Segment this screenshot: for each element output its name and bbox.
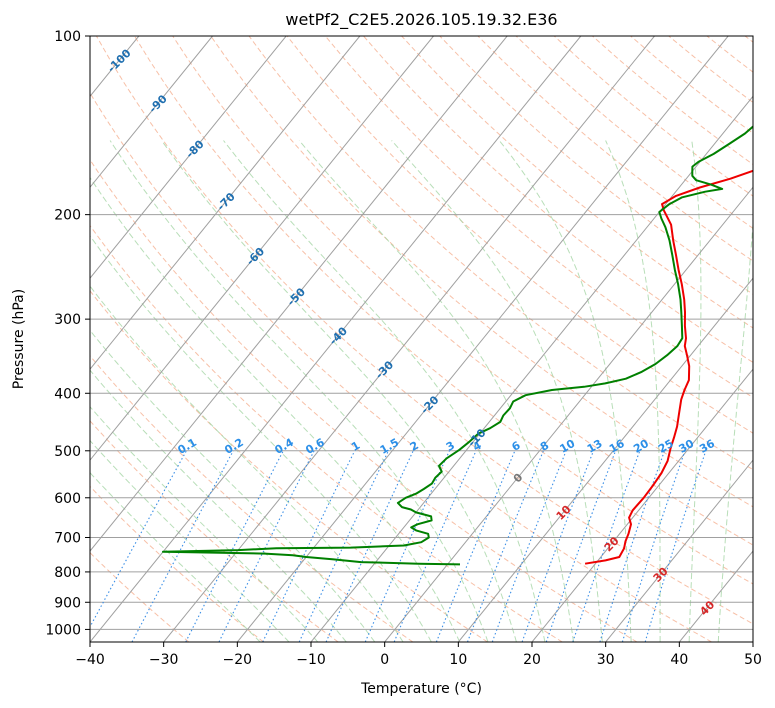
mixing-ratio-line: [131, 450, 234, 642]
isotherm-line: [90, 36, 582, 642]
y-tick-label: 700: [54, 531, 81, 547]
dry-adiabat-line: [363, 36, 753, 363]
isotherm-line: [310, 95, 753, 642]
isotherm-line: [90, 36, 287, 280]
y-tick-label: 300: [54, 312, 81, 328]
chart-title: wetPf2_C2E5.2026.105.19.32.E36: [285, 10, 557, 30]
y-tick-label: 200: [54, 208, 81, 224]
x-tick-label: 50: [744, 652, 762, 668]
mixing-ratio-line: [466, 450, 544, 642]
profile-lines: [162, 125, 753, 566]
dry-adiabat-line: [90, 551, 190, 642]
mixing-ratio-line: [545, 450, 617, 642]
x-tick-label: −20: [223, 652, 253, 668]
isotherm-line: [90, 36, 213, 189]
background-lines: [90, 36, 753, 642]
temperature-profile-line: [584, 169, 753, 565]
isotherm-line: [236, 36, 729, 642]
x-tick-label: −30: [149, 652, 179, 668]
axes: −40 −30 −20 −10 0 10 20 30 40 50 100 200 300 400 500 60…: [45, 29, 762, 668]
dewpoint-profile-line: [162, 125, 753, 566]
dry-adiabat-line: [90, 224, 563, 642]
plot-frame: [89, 35, 754, 643]
dry-adiabat-line: [90, 420, 339, 642]
dry-adiabat-line: [324, 36, 753, 398]
mixing-ratio-line: [621, 450, 686, 642]
dry-adiabat-line: [439, 36, 753, 295]
mixing-ratio-line: [491, 450, 567, 642]
y-tick-label: 1000: [45, 622, 81, 638]
x-tick-label: −40: [75, 652, 105, 668]
y-tick-label: 400: [54, 386, 81, 402]
isotherm-line: [457, 277, 753, 642]
mixing-ratio-line: [572, 450, 641, 642]
mixing-ratio-line: [435, 450, 516, 642]
x-tick-label: 30: [597, 652, 615, 668]
mixing-ratio-line: [644, 450, 707, 642]
dry-adiabat-line: [210, 36, 753, 508]
x-tick-label: 40: [670, 652, 688, 668]
dry-adiabat-line: [90, 91, 712, 642]
mixing-ratio-line: [599, 450, 666, 642]
y-tick-label: 800: [54, 565, 81, 581]
dry-adiabat-line: [90, 290, 488, 642]
dry-adiabat-line: [95, 36, 753, 625]
x-tick-label: 20: [523, 652, 541, 668]
isotherm-line: [384, 186, 753, 642]
isotherm-line: [605, 459, 753, 642]
x-tick-label: 0: [380, 652, 389, 668]
x-tick-label: −10: [296, 652, 326, 668]
x-tick-label: 10: [449, 652, 467, 668]
isotherm-line: [531, 368, 753, 642]
dry-adiabat-line: [134, 36, 753, 585]
isotherm-line: [90, 36, 434, 461]
y-tick-label: 500: [54, 444, 81, 460]
isotherm-line: [163, 36, 655, 642]
mixing-ratio-line: [521, 450, 595, 642]
isotherm-line: [90, 36, 508, 552]
mixing-ratio-line: [90, 450, 187, 628]
dry-adiabat-line: [90, 158, 638, 642]
dry-adiabat-line: [248, 36, 753, 471]
y-tick-label: 900: [54, 595, 81, 611]
isotherm-line: [90, 36, 361, 370]
x-axis-title: Temperature (°C): [360, 681, 482, 697]
y-tick-label: 600: [54, 491, 81, 507]
mixing-ratio-line: [218, 450, 315, 642]
y-axis-title: Pressure (hPa): [11, 289, 27, 389]
y-tick-label: 100: [54, 29, 81, 45]
